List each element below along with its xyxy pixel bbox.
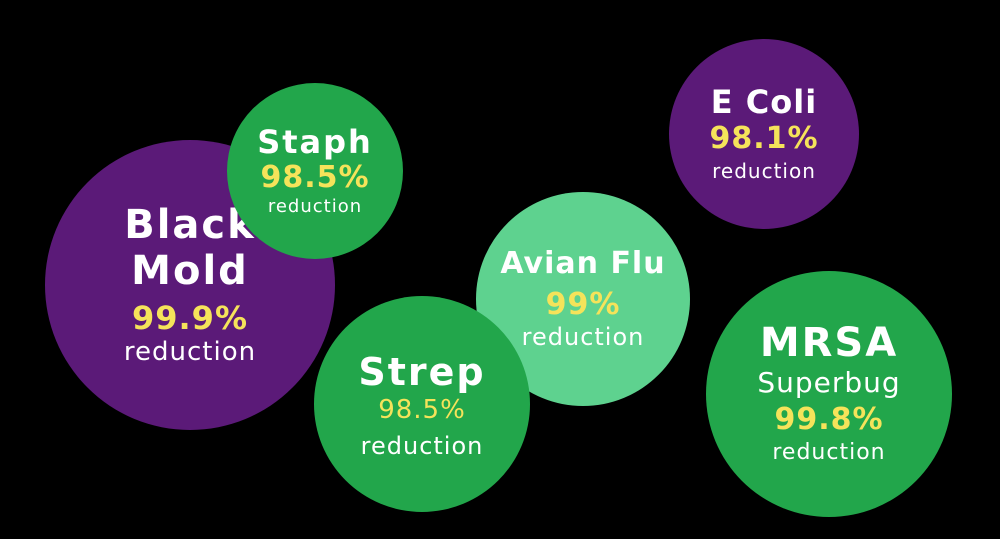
- strep-bubble: Strep 98.5% reduction: [314, 296, 530, 512]
- bubble-label: reduction: [267, 196, 363, 217]
- avian-flu-bubble: Avian Flu 99% reduction: [476, 192, 690, 406]
- e-coli-bubble: E Coli 98.1% reduction: [669, 39, 859, 229]
- bubble-percent: 99.8%: [774, 402, 884, 437]
- bubble-name: E Coli: [710, 83, 818, 121]
- bubble-label: reduction: [123, 337, 257, 367]
- staph-bubble: Staph 98.5% reduction: [227, 83, 403, 259]
- bubble-name: Avian Flu: [500, 246, 666, 281]
- bubble-name: Strep: [358, 350, 486, 394]
- bubble-name-line1: Black: [124, 202, 256, 248]
- mrsa-bubble: MRSA Superbug 99.8% reduction: [706, 271, 952, 517]
- bubble-percent: 99%: [545, 287, 621, 322]
- bubble-label: reduction: [360, 432, 484, 460]
- bubble-name: Staph: [257, 123, 373, 161]
- bubble-subtitle: Superbug: [757, 366, 901, 399]
- bubble-label: reduction: [521, 323, 645, 351]
- bubble-label: reduction: [712, 159, 816, 183]
- bubble-name: MRSA: [759, 320, 899, 366]
- bubble-label: reduction: [772, 440, 886, 465]
- bubble-percent: 98.5%: [260, 160, 370, 195]
- bubble-percent: 98.1%: [709, 121, 819, 156]
- bubble-percent: 98.5%: [378, 395, 466, 425]
- bubble-percent: 99.9%: [131, 299, 248, 337]
- bubble-name-line2: Mold: [131, 248, 249, 294]
